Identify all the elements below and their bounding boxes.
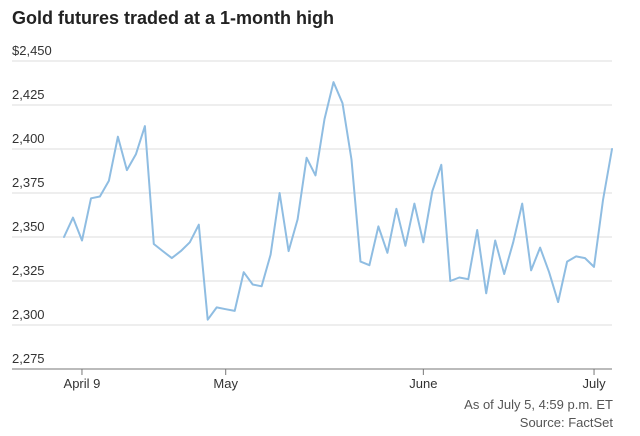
y-tick-label: 2,275 — [12, 351, 45, 366]
y-axis-tick-labels: $2,450 2,425 2,400 2,375 2,350 2,325 2,300 2,27… — [12, 43, 52, 366]
y-tick-label: 2,300 — [12, 307, 45, 322]
x-tick-label: July — [582, 376, 606, 391]
x-axis-ticks: April 9 May June July — [64, 369, 606, 391]
y-tick-label: $2,450 — [12, 43, 52, 58]
y-tick-label: 2,375 — [12, 175, 45, 190]
source-note: Source: FactSet — [519, 415, 613, 430]
chart-title: Gold futures traded at a 1-month high — [12, 8, 335, 28]
y-tick-label: 2,425 — [12, 87, 45, 102]
as-of-note: As of July 5, 4:59 p.m. ET — [464, 397, 613, 412]
x-tick-label: June — [409, 376, 437, 391]
grid-lines — [12, 60, 612, 326]
y-tick-label: 2,400 — [12, 131, 45, 146]
y-tick-label: 2,325 — [12, 263, 45, 278]
series-line-gold-futures — [63, 81, 613, 321]
x-tick-label: April 9 — [64, 376, 101, 391]
x-tick-label: May — [213, 376, 238, 391]
y-tick-label: 2,350 — [12, 219, 45, 234]
